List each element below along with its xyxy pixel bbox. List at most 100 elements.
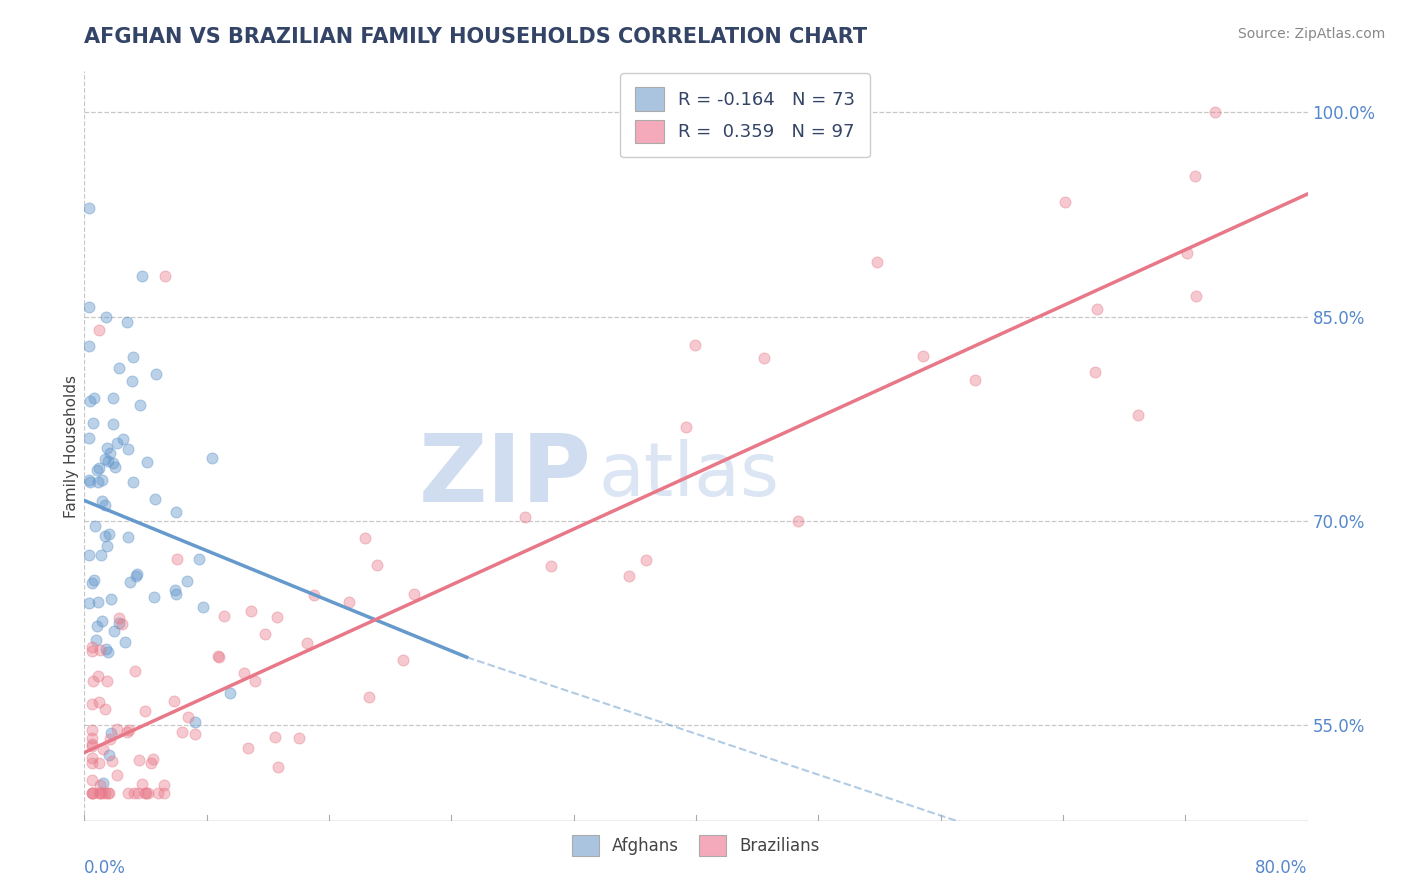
Point bbox=[77, 431, 100, 445]
Point bbox=[80, 731, 103, 745]
Point bbox=[267, 760, 290, 774]
Point bbox=[97, 454, 120, 468]
Point bbox=[100, 726, 122, 740]
Point bbox=[1175, 245, 1198, 260]
Point bbox=[80, 737, 103, 751]
Point bbox=[101, 417, 124, 431]
Point bbox=[83, 391, 105, 405]
Point bbox=[1053, 194, 1076, 209]
Point bbox=[77, 301, 100, 315]
Point bbox=[128, 753, 150, 767]
Point bbox=[80, 739, 103, 753]
Point bbox=[124, 664, 146, 678]
Point bbox=[683, 338, 706, 352]
Point bbox=[87, 323, 110, 337]
Text: AFGHAN VS BRAZILIAN FAMILY HOUSEHOLDS CORRELATION CHART: AFGHAN VS BRAZILIAN FAMILY HOUSEHOLDS CO… bbox=[84, 27, 868, 46]
Point bbox=[127, 567, 149, 582]
Y-axis label: Family Households: Family Households bbox=[63, 375, 79, 517]
Point bbox=[131, 268, 153, 283]
Point bbox=[77, 473, 100, 487]
Point bbox=[121, 374, 143, 388]
Point bbox=[1185, 289, 1208, 303]
Point bbox=[264, 730, 287, 744]
Point bbox=[91, 614, 114, 628]
Point bbox=[1085, 301, 1108, 316]
Point bbox=[80, 786, 103, 800]
Point bbox=[89, 786, 111, 800]
Point bbox=[80, 756, 103, 771]
Point bbox=[107, 616, 129, 631]
Point bbox=[80, 723, 103, 738]
Point bbox=[77, 548, 100, 562]
Point bbox=[184, 715, 207, 730]
Point bbox=[201, 451, 224, 466]
Point bbox=[90, 786, 112, 800]
Point bbox=[402, 586, 425, 600]
Point bbox=[87, 595, 110, 609]
Point bbox=[96, 310, 118, 324]
Point bbox=[87, 475, 110, 489]
Point bbox=[77, 201, 100, 215]
Point bbox=[98, 748, 121, 763]
Point bbox=[188, 552, 211, 566]
Point bbox=[288, 731, 311, 746]
Point bbox=[122, 475, 145, 489]
Point bbox=[108, 361, 131, 376]
Point bbox=[80, 644, 103, 658]
Point bbox=[219, 686, 242, 700]
Point bbox=[193, 600, 215, 615]
Point bbox=[101, 754, 124, 768]
Point bbox=[94, 641, 117, 656]
Point bbox=[80, 698, 103, 712]
Point bbox=[111, 432, 134, 446]
Point bbox=[122, 351, 145, 365]
Point bbox=[127, 786, 149, 800]
Point bbox=[135, 786, 157, 800]
Point bbox=[125, 569, 148, 583]
Point bbox=[86, 619, 108, 633]
Point bbox=[354, 531, 377, 545]
Point bbox=[117, 786, 139, 800]
Point bbox=[866, 255, 889, 269]
Point bbox=[96, 673, 118, 688]
Point bbox=[79, 394, 101, 409]
Text: Source: ZipAtlas.com: Source: ZipAtlas.com bbox=[1237, 27, 1385, 41]
Point bbox=[166, 551, 188, 566]
Point bbox=[146, 786, 169, 800]
Point bbox=[117, 442, 139, 457]
Point bbox=[89, 643, 111, 657]
Point bbox=[513, 510, 536, 524]
Point bbox=[93, 498, 115, 512]
Point bbox=[98, 786, 121, 800]
Point bbox=[240, 604, 263, 618]
Text: ZIP: ZIP bbox=[419, 430, 592, 522]
Point bbox=[79, 475, 101, 489]
Point bbox=[135, 455, 157, 469]
Point bbox=[153, 786, 176, 800]
Point bbox=[357, 690, 380, 705]
Point bbox=[86, 669, 108, 683]
Point bbox=[87, 756, 110, 771]
Point bbox=[117, 530, 139, 544]
Point bbox=[963, 373, 986, 387]
Point bbox=[96, 441, 118, 455]
Point bbox=[82, 416, 104, 430]
Point bbox=[96, 539, 118, 553]
Point bbox=[83, 519, 105, 533]
Point bbox=[91, 473, 114, 487]
Point bbox=[114, 634, 136, 648]
Point bbox=[87, 460, 110, 475]
Point bbox=[139, 756, 162, 771]
Point bbox=[134, 704, 156, 718]
Point bbox=[89, 778, 111, 792]
Point bbox=[90, 494, 112, 508]
Point bbox=[111, 617, 134, 632]
Point bbox=[97, 527, 120, 541]
Point bbox=[1204, 105, 1226, 120]
Point bbox=[136, 786, 159, 800]
Point bbox=[94, 786, 117, 800]
Point bbox=[172, 724, 194, 739]
Point bbox=[80, 576, 103, 591]
Point bbox=[80, 772, 103, 787]
Point bbox=[540, 559, 562, 574]
